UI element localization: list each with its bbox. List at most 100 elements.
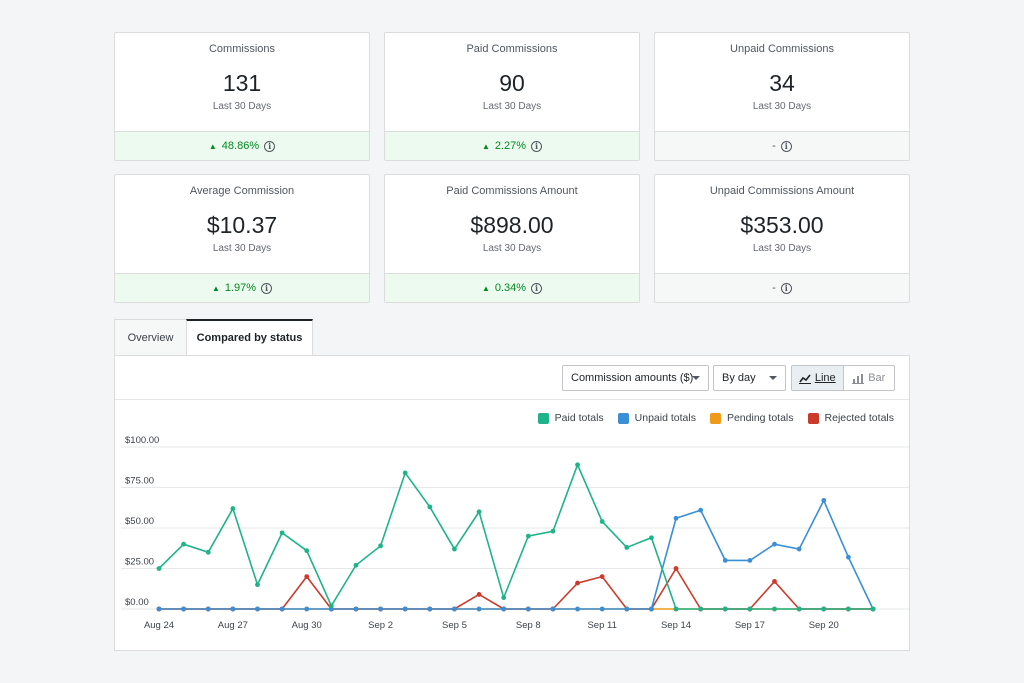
metric-select[interactable]: Commission amounts ($): [562, 365, 709, 391]
data-point: [255, 606, 260, 612]
stat-card-period: Last 30 Days: [752, 101, 812, 112]
triangle-up-icon: ▲: [208, 141, 217, 151]
y-tick-label: $25.00: [125, 557, 154, 568]
legend-swatch: [537, 412, 549, 424]
series-line: [159, 498, 874, 610]
info-icon[interactable]: i: [531, 140, 543, 152]
data-point: [501, 606, 507, 612]
bar-toggle-label: Bar: [868, 372, 886, 384]
legend-swatch: [709, 412, 721, 424]
data-point: [279, 606, 285, 612]
data-point: [722, 606, 728, 612]
info-icon[interactable]: i: [261, 282, 273, 294]
stat-card: Commissions 131 Last 30 Days ▲ 48.86% i: [114, 32, 370, 161]
x-tick-label: Sep 8: [516, 620, 541, 631]
stat-card-period: Last 30 Days: [212, 101, 272, 112]
data-point: [181, 541, 187, 547]
y-tick-label: $50.00: [125, 516, 154, 527]
interval-select[interactable]: By day: [713, 365, 786, 391]
legend-label: Unpaid totals: [634, 412, 696, 424]
series-line: [158, 462, 873, 610]
data-point: [279, 530, 285, 536]
legend-item[interactable]: Paid totals: [537, 412, 604, 424]
chart-toolbar: Commission amounts ($) By day Line Bar: [115, 356, 909, 400]
legend-label: Pending totals: [726, 412, 794, 424]
data-point: [599, 606, 605, 612]
stat-card-value: 34: [769, 70, 795, 96]
triangle-up-icon: ▲: [481, 283, 490, 293]
data-point: [402, 606, 408, 612]
data-point: [845, 606, 851, 612]
chart-tabs: Overview Compared by status: [114, 319, 313, 356]
line-chart: $0.00 $25.00 $50.00 $75.00 $100.00 Aug 24 Aug …: [121, 435, 909, 631]
data-point: [747, 606, 753, 612]
data-point: [452, 546, 457, 552]
bar-toggle-button[interactable]: Bar: [844, 366, 895, 390]
data-point: [205, 606, 211, 612]
data-point: [624, 606, 630, 612]
chart-panel: Commission amounts ($) By day Line Bar P…: [114, 355, 910, 651]
chart-legend: Paid totals Unpaid totals Pending totals…: [537, 412, 894, 424]
stat-card-label: Paid Commissions Amount: [446, 185, 578, 197]
data-point: [230, 506, 236, 511]
chevron-down-icon: [769, 376, 777, 380]
data-point: [550, 528, 556, 534]
data-point: [673, 566, 679, 571]
stat-card: Average Commission $10.37 Last 30 Days ▲…: [114, 174, 370, 303]
data-point: [599, 574, 605, 579]
data-point: [427, 606, 433, 612]
info-icon[interactable]: i: [531, 282, 543, 294]
data-point: [575, 580, 580, 586]
data-point: [870, 606, 876, 612]
line-toggle-label: Line: [814, 372, 836, 384]
legend-item[interactable]: Pending totals: [709, 412, 794, 424]
data-point: [156, 606, 162, 612]
legend-label: Rejected totals: [824, 412, 894, 424]
stat-card-value: 131: [222, 70, 262, 96]
info-icon[interactable]: i: [780, 282, 792, 294]
stat-card-value: 90: [499, 70, 525, 96]
data-point: [722, 558, 728, 563]
stat-card-period: Last 30 Days: [212, 243, 272, 254]
stat-card-footer: - i: [655, 131, 909, 160]
series-line: [159, 566, 873, 610]
legend-item[interactable]: Unpaid totals: [617, 412, 696, 424]
x-tick-label: Aug 30: [292, 620, 322, 631]
info-icon[interactable]: i: [264, 140, 276, 152]
x-tick-label: Aug 27: [218, 620, 248, 631]
data-point: [230, 606, 236, 612]
data-point: [624, 545, 630, 550]
chevron-down-icon: [692, 376, 700, 380]
stat-card-footer: - i: [655, 273, 909, 302]
info-icon[interactable]: i: [780, 140, 792, 152]
line-toggle-button[interactable]: Line: [792, 366, 844, 390]
stat-card-footer: ▲ 0.34% i: [385, 273, 639, 302]
data-point: [181, 606, 187, 612]
stat-card: Paid Commissions Amount $898.00 Last 30 …: [384, 174, 640, 303]
data-point: [156, 566, 162, 571]
bar-chart-icon: [852, 373, 865, 384]
data-point: [796, 546, 802, 552]
stat-card-label: Commissions: [208, 43, 275, 55]
data-point: [328, 603, 334, 609]
y-tick-label: $100.00: [125, 435, 159, 446]
data-point: [575, 606, 580, 612]
data-point: [378, 606, 383, 612]
x-tick-label: Sep 17: [735, 620, 765, 631]
legend-item[interactable]: Rejected totals: [807, 412, 894, 424]
data-point: [599, 519, 605, 524]
data-point: [304, 606, 310, 612]
data-point: [772, 579, 777, 584]
stat-card-label: Paid Commissions: [466, 43, 558, 55]
legend-swatch: [807, 412, 819, 424]
triangle-up-icon: ▲: [211, 283, 220, 293]
stat-card-value: $898.00: [470, 212, 554, 238]
triangle-up-icon: ▲: [481, 141, 490, 151]
stat-card-change: 2.27%: [494, 140, 527, 152]
stat-card-period: Last 30 Days: [482, 243, 542, 254]
stat-card-label: Unpaid Commissions: [730, 43, 834, 55]
stat-card-change: 0.34%: [494, 282, 527, 294]
tab-overview[interactable]: Overview: [114, 319, 186, 356]
tab-compared-by-status[interactable]: Compared by status: [186, 319, 313, 356]
data-point: [353, 562, 359, 568]
